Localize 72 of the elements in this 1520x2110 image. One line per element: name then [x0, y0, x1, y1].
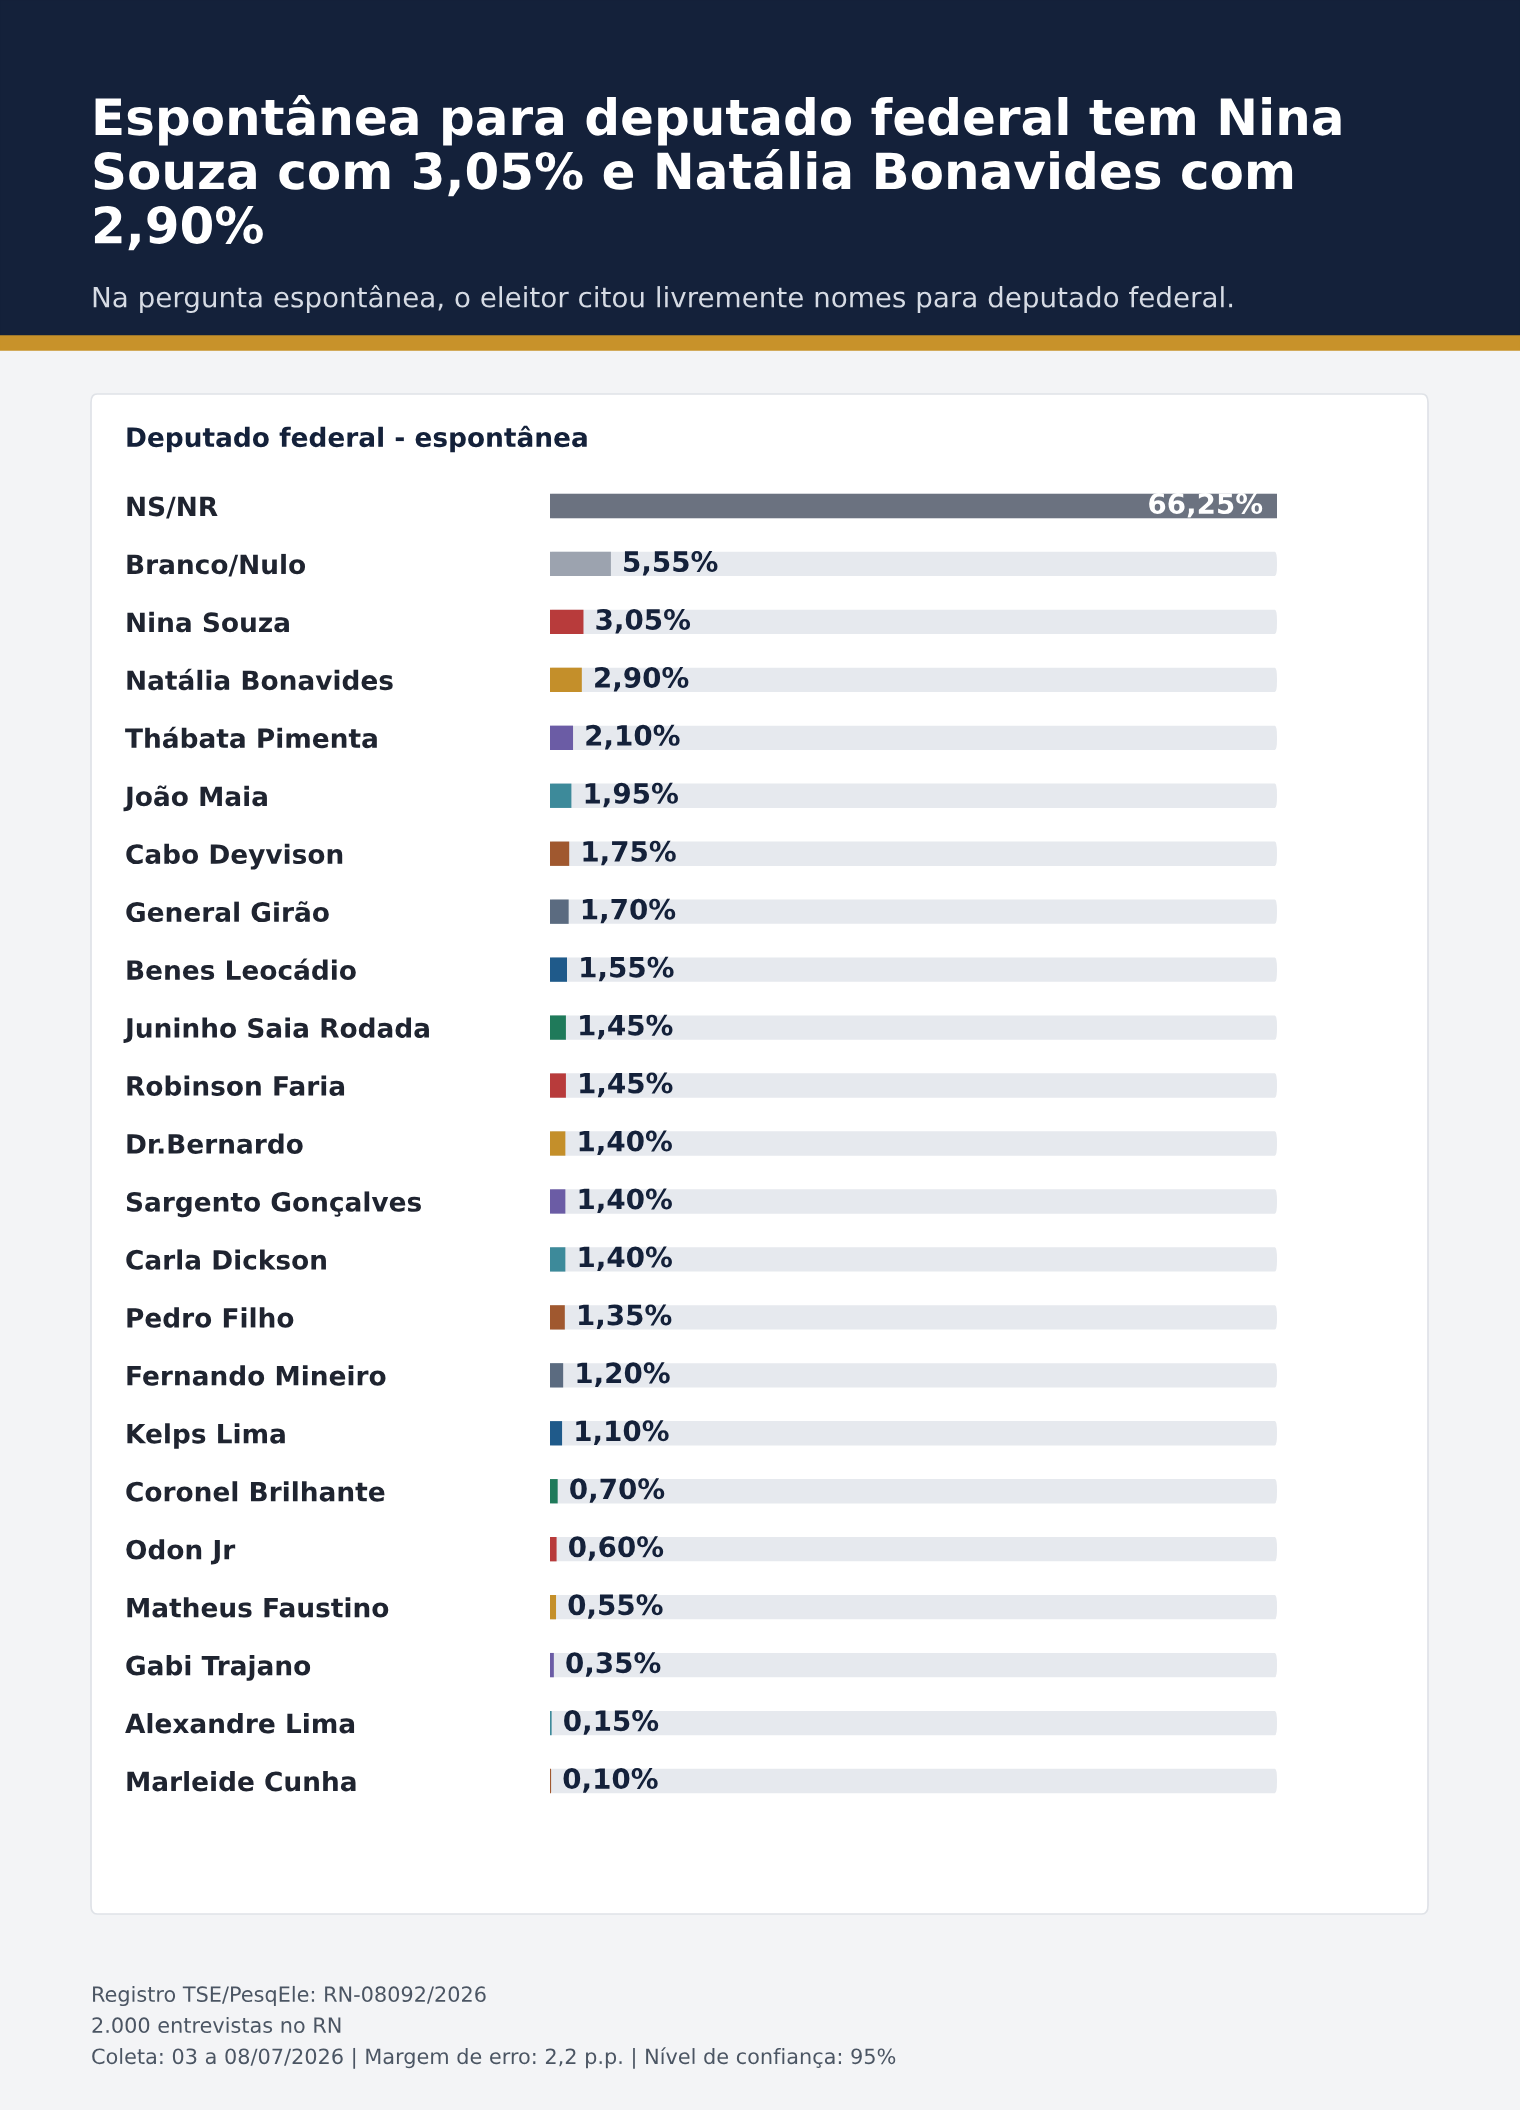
y-tick-label: João Maia: [123, 785, 267, 812]
data-label: 1,55%: [581, 956, 674, 982]
y-tick-label: Sargento Gonçalves: [126, 1191, 421, 1218]
y-axis-title: Deputado federal - espontânea: [127, 425, 587, 453]
y-tick-label: Coronel Brilhante: [126, 1481, 385, 1502]
bar: [550, 1131, 566, 1156]
data-label: 1,70%: [582, 898, 676, 924]
bar: [550, 667, 582, 693]
y-tick-label: Carla Dickson: [126, 1249, 326, 1270]
text: Registro TSE/PesqEle: RN-08092/2026: [93, 1985, 486, 2007]
y-tick-label: Dr.Bernardo: [127, 1133, 303, 1154]
y-tick-label: Cabo Deyvison: [126, 843, 343, 870]
y-tick-label: Matheus Faustino: [127, 1597, 389, 1618]
data-label: 0,35%: [566, 1652, 661, 1677]
data-label: 1,40%: [579, 1246, 672, 1272]
bar: [550, 1594, 557, 1620]
y-tick-label: Branco/Nulo: [127, 553, 306, 577]
data-label: 1,75%: [583, 840, 676, 866]
data-label: 1,10%: [576, 1420, 669, 1445]
data-label: 0,10%: [563, 1768, 658, 1793]
bar: [550, 1073, 566, 1098]
y-tick-label: General Girão: [126, 901, 329, 923]
y-tick-label: Marleide Cunha: [127, 1771, 356, 1792]
data-label: 1,95%: [585, 782, 678, 808]
bar: [550, 1015, 566, 1040]
y-tick-label: Benes Leocádio: [127, 958, 356, 981]
data-label: 2,90%: [595, 666, 689, 692]
bar: [550, 957, 568, 982]
bar: [550, 783, 572, 808]
y-tick-label: Gabi Trajano: [126, 1655, 311, 1681]
chart-title: Espontânea para deputado federal tem Nina Souza com 3,05% e Natália Bonavides com 2,90%: [94, 95, 1341, 251]
y-tick-label: Pedro Filho: [127, 1307, 294, 1328]
data-label: 1,35%: [579, 1304, 672, 1329]
y-tick-label: Nina Souza: [127, 611, 289, 633]
bar: [550, 1247, 566, 1272]
data-label: 1,20%: [577, 1362, 670, 1387]
chart-subtitle: Na pergunta espontânea, o eleitor citou livremente nomes para deputado federal.: [93, 285, 1233, 313]
y-tick-label: Odon Jr: [126, 1539, 236, 1565]
data-label: 0,70%: [570, 1478, 665, 1503]
y-tick-label: Robinson Faria: [127, 1075, 345, 1096]
y-tick-label: NS/NR: [127, 496, 218, 519]
bar: [550, 1537, 557, 1562]
bar: [550, 725, 574, 750]
bar: [550, 1189, 566, 1214]
y-tick-label: Fernando Mineiro: [127, 1365, 386, 1386]
y-tick-label: Kelps Lima: [127, 1423, 285, 1449]
data-label: 0,60%: [569, 1536, 664, 1561]
data-label: 0,55%: [568, 1594, 663, 1619]
data-label: 1,40%: [579, 1130, 672, 1156]
data-label: 66,25%: [1149, 493, 1263, 518]
bar: [550, 609, 584, 635]
data-label: 5,55%: [624, 550, 718, 576]
data-label: 3,05%: [596, 608, 691, 634]
data-label: 2,10%: [586, 724, 680, 750]
bar: [550, 551, 611, 577]
bar: [550, 1479, 558, 1504]
data-label: 0,15%: [564, 1710, 659, 1735]
bar: [550, 841, 570, 866]
bar: [550, 1305, 565, 1330]
data-label: 1,45%: [580, 1072, 673, 1098]
text: 2.000 entrevistas no RN: [92, 2016, 341, 2034]
y-tick-label: Juninho Saia Rodada: [123, 1017, 429, 1043]
data-label: 1,45%: [580, 1014, 673, 1040]
data-label: 1,40%: [579, 1188, 672, 1214]
text: Coleta: 03 a 08/07/2026 | Margem de erro: 2,2 p.p. | Nível de confiança: 95%: [92, 2047, 896, 2069]
bar: [550, 899, 569, 924]
y-tick-label: Alexandre Lima: [125, 1713, 355, 1734]
bar: [550, 1421, 563, 1446]
bar: [550, 1652, 554, 1678]
bar: [550, 1363, 564, 1388]
y-tick-label: Thábata Pimenta: [125, 726, 377, 749]
y-tick-label: Natália Bonavides: [127, 668, 393, 691]
